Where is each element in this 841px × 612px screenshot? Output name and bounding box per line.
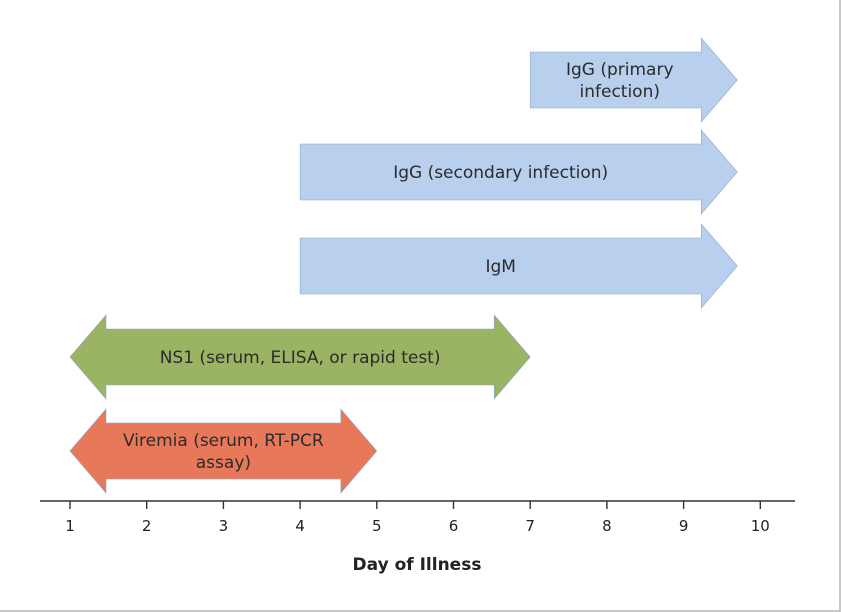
x-axis: 1 2 3 4 5 6 7 8 9 10 <box>40 500 795 535</box>
timeline-arrow-shape <box>299 223 738 309</box>
x-tick-label-6: 6 <box>449 517 459 535</box>
timeline-bar-label: assay) <box>196 453 251 473</box>
x-tick-label-8: 8 <box>602 517 612 535</box>
timeline-bar-2: IgG (secondary infection) <box>299 129 738 215</box>
timeline-bar-label: IgG (secondary infection) <box>393 163 608 183</box>
timeline-arrow-shape <box>299 129 738 215</box>
timeline-bar-3: IgM <box>299 223 738 309</box>
timeline-bar-label: Viremia (serum, RT-PCR <box>123 431 324 451</box>
timeline-bar-label: infection) <box>580 82 660 102</box>
timeline-arrow-shape <box>69 408 378 494</box>
x-tick-label-1: 1 <box>65 517 75 535</box>
x-tick-label-4: 4 <box>295 517 305 535</box>
timeline-bar-label: IgM <box>485 257 515 277</box>
timeline-arrow-shape <box>69 314 531 400</box>
x-tick-label-7: 7 <box>525 517 535 535</box>
timeline-bar-label: NS1 (serum, ELISA, or rapid test) <box>160 348 441 368</box>
timeline-bar-label: IgG (primary <box>566 60 674 80</box>
x-tick-label-3: 3 <box>219 517 229 535</box>
x-tick-label-2: 2 <box>142 517 152 535</box>
x-tick-label-9: 9 <box>679 517 689 535</box>
x-tick-label-5: 5 <box>372 517 382 535</box>
x-axis-title: Day of Illness <box>353 555 482 575</box>
timeline-arrow-shape <box>529 37 738 123</box>
x-tick-label-10: 10 <box>751 517 770 535</box>
timeline-bar-4: NS1 (serum, ELISA, or rapid test) <box>69 314 531 400</box>
